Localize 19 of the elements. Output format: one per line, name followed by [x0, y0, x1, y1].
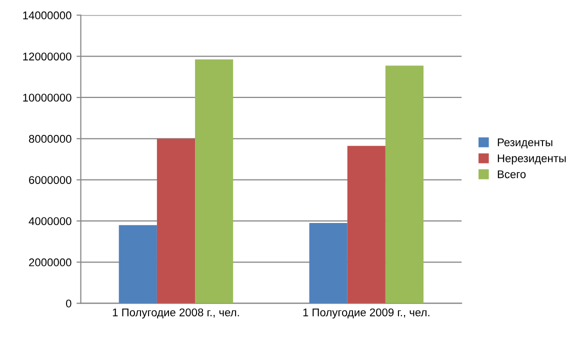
bar: [118, 225, 157, 304]
y-tick-label: 12000000: [23, 52, 72, 60]
y-tick-label: 0: [66, 300, 72, 308]
legend-label: Резиденты: [498, 138, 552, 148]
y-tick-label: 6000000: [29, 176, 72, 184]
y-tick-label: 14000000: [23, 11, 72, 20]
bar: [309, 223, 348, 304]
bar: [347, 146, 386, 304]
x-tick-label: 1 Полугодие 2009 г., чел.: [303, 308, 430, 319]
y-tick-label: 10000000: [23, 94, 72, 102]
y-tick-label: 4000000: [28, 217, 72, 226]
bar: [385, 66, 424, 304]
x-tick-label: 1 Полугодие 2008 г., чел.: [112, 308, 239, 319]
legend-label: Нерезиденты: [498, 154, 566, 164]
legend-label: Всего: [498, 170, 526, 178]
y-tick-label: 8000000: [28, 134, 72, 143]
bar: [156, 138, 196, 304]
bar: [195, 59, 234, 304]
y-tick-label: 2000000: [29, 258, 72, 266]
